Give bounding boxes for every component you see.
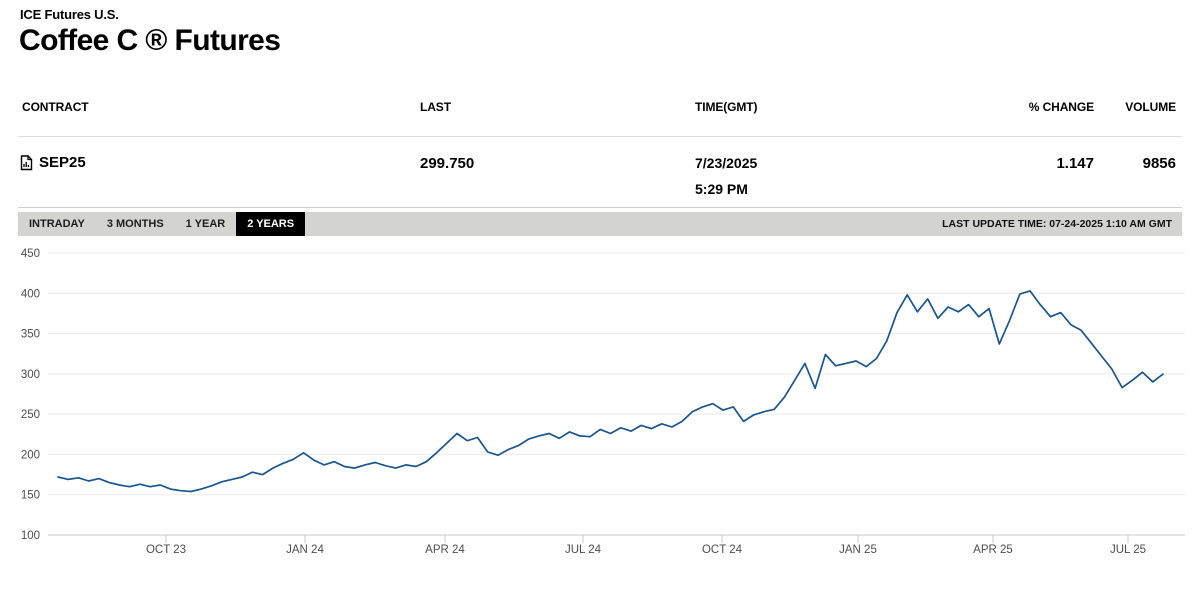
last-update-time: LAST UPDATE TIME: 07-24-2025 1:10 AM GMT <box>942 218 1172 230</box>
svg-text:OCT 24: OCT 24 <box>702 544 743 556</box>
page-title: Coffee C ® Futures <box>19 24 281 57</box>
percent-change: 1.147 <box>1056 155 1094 172</box>
svg-text:APR 24: APR 24 <box>425 544 465 556</box>
svg-text:100: 100 <box>21 530 40 542</box>
svg-text:300: 300 <box>21 369 40 381</box>
svg-text:200: 200 <box>21 449 40 461</box>
svg-text:JUL 24: JUL 24 <box>565 544 602 556</box>
tab-2-years[interactable]: 2 YEARS <box>236 212 306 236</box>
svg-text:JUL 25: JUL 25 <box>1110 544 1146 556</box>
column-header-volume: VOLUME <box>1125 100 1176 114</box>
timeframe-tabs: INTRADAY 3 MONTHS 1 YEAR 2 YEARS LAST UPDATE… <box>18 212 1182 236</box>
column-header-contract: CONTRACT <box>22 100 89 114</box>
svg-text:JAN 24: JAN 24 <box>286 544 324 556</box>
volume: 9856 <box>1142 155 1176 172</box>
last-price: 299.750 <box>420 155 475 172</box>
column-header-change: % CHANGE <box>1028 100 1094 114</box>
column-header-last: LAST <box>420 100 451 114</box>
exchange-name: ICE Futures U.S. <box>20 7 119 22</box>
table-header-divider <box>18 136 1182 137</box>
svg-text:OCT 23: OCT 23 <box>146 544 186 556</box>
contract-cell[interactable]: SEP25 <box>20 154 86 171</box>
tab-1-year[interactable]: 1 YEAR <box>185 218 226 230</box>
column-header-time: TIME(GMT) <box>695 100 758 114</box>
svg-text:JAN 25: JAN 25 <box>839 544 877 556</box>
row-divider <box>18 207 1182 208</box>
svg-text:150: 150 <box>21 490 40 502</box>
price-chart: 450 400 350 300 250 200 150 100 OCT 23 JAN 24 APR … <box>0 240 1200 575</box>
svg-text:APR 25: APR 25 <box>973 544 1013 556</box>
quote-time: 5:29 PM <box>695 181 748 197</box>
svg-text:350: 350 <box>21 329 40 341</box>
chart-document-icon <box>20 154 33 171</box>
tab-intraday[interactable]: INTRADAY <box>29 218 85 230</box>
svg-text:450: 450 <box>21 248 40 260</box>
quote-date: 7/23/2025 <box>695 155 758 171</box>
svg-text:250: 250 <box>21 409 40 421</box>
price-chart-svg: 450 400 350 300 250 200 150 100 OCT 23 JAN 24 APR … <box>21 248 1185 556</box>
contract-label: SEP25 <box>39 154 86 171</box>
tab-3-months[interactable]: 3 MONTHS <box>106 218 164 230</box>
svg-text:400: 400 <box>21 288 40 300</box>
